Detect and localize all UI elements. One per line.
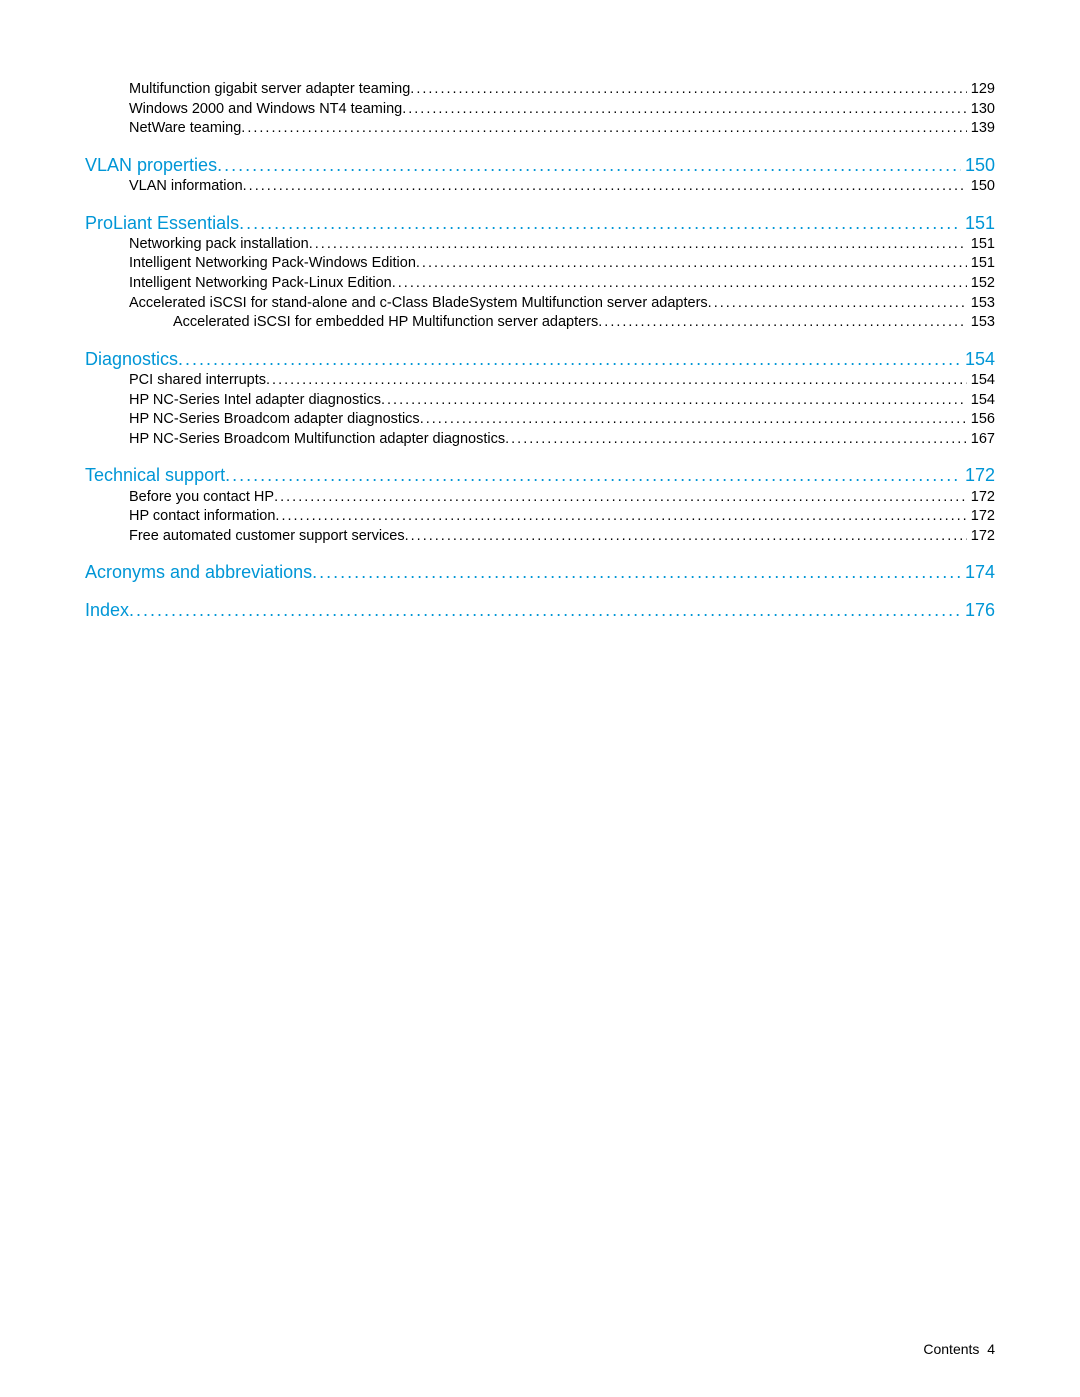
toc-page-number: 154: [961, 347, 995, 371]
toc-leader-dots: [420, 410, 967, 430]
toc-label: VLAN properties: [85, 153, 217, 177]
toc-page-number: 172: [967, 527, 995, 547]
toc-heading[interactable]: Diagnostics 154: [85, 347, 995, 371]
toc-page-number: 151: [967, 235, 995, 255]
toc-leader-dots: [217, 153, 961, 177]
toc-leader-dots: [225, 463, 961, 487]
toc-leader-dots: [392, 274, 967, 294]
toc-label: Free automated customer support services: [129, 527, 405, 547]
footer-page-number: 4: [987, 1341, 995, 1357]
toc-entry: HP NC-Series Intel adapter diagnostics 15…: [129, 391, 995, 411]
toc-page: Multifunction gigabit server adapter tea…: [0, 0, 1080, 1397]
toc-page-number: 154: [967, 391, 995, 411]
toc-entry: Networking pack installation 151: [129, 235, 995, 255]
toc-entry: PCI shared interrupts 154: [129, 371, 995, 391]
toc-leader-dots: [402, 100, 967, 120]
toc-entry: Before you contact HP 172: [129, 488, 995, 508]
toc-leader-dots: [505, 430, 967, 450]
toc-entry: HP NC-Series Broadcom Multifunction adap…: [129, 430, 995, 450]
toc-page-number: 154: [967, 371, 995, 391]
toc-heading[interactable]: Index 176: [85, 598, 995, 622]
toc-page-number: 151: [967, 254, 995, 274]
section-gap: [85, 584, 995, 598]
toc-page-number: 172: [967, 488, 995, 508]
toc-page-number: 152: [967, 274, 995, 294]
page-footer: Contents 4: [923, 1341, 995, 1357]
toc-label: Accelerated iSCSI for embedded HP Multif…: [173, 313, 598, 333]
toc-page-number: 176: [961, 598, 995, 622]
toc-heading[interactable]: Technical support 172: [85, 463, 995, 487]
toc-label: Diagnostics: [85, 347, 178, 371]
toc-page-number: 167: [967, 430, 995, 450]
toc-page-number: 172: [961, 463, 995, 487]
toc-entry: Accelerated iSCSI for embedded HP Multif…: [173, 313, 995, 333]
toc-label: ProLiant Essentials: [85, 211, 239, 235]
section-gap: [85, 197, 995, 211]
toc-page-number: 153: [967, 313, 995, 333]
toc-label: Intelligent Networking Pack-Linux Editio…: [129, 274, 392, 294]
toc-page-number: 139: [967, 119, 995, 139]
toc-label: Windows 2000 and Windows NT4 teaming: [129, 100, 402, 120]
toc-leader-dots: [275, 507, 966, 527]
toc-page-number: 129: [967, 80, 995, 100]
toc-entry: Multifunction gigabit server adapter tea…: [129, 80, 995, 100]
toc-entry: VLAN information 150: [129, 177, 995, 197]
toc-heading[interactable]: Acronyms and abbreviations 174: [85, 560, 995, 584]
toc-label: Index: [85, 598, 129, 622]
section-gap: [85, 546, 995, 560]
toc-label: Intelligent Networking Pack-Windows Edit…: [129, 254, 416, 274]
toc-page-number: 174: [961, 560, 995, 584]
section-gap: [85, 333, 995, 347]
toc-entry: HP NC-Series Broadcom adapter diagnostic…: [129, 410, 995, 430]
toc-label: Networking pack installation: [129, 235, 309, 255]
toc-entry: Intelligent Networking Pack-Linux Editio…: [129, 274, 995, 294]
section-gap: [85, 139, 995, 153]
footer-label: Contents: [923, 1341, 979, 1357]
toc-label: Acronyms and abbreviations: [85, 560, 312, 584]
toc-leader-dots: [410, 80, 967, 100]
toc-leader-dots: [381, 391, 967, 411]
toc-label: HP NC-Series Intel adapter diagnostics: [129, 391, 381, 411]
section-gap: [85, 449, 995, 463]
toc-label: NetWare teaming: [129, 119, 241, 139]
toc-leader-dots: [309, 235, 967, 255]
toc-heading[interactable]: VLAN properties 150: [85, 153, 995, 177]
toc-entry: HP contact information 172: [129, 507, 995, 527]
toc-heading[interactable]: ProLiant Essentials 151: [85, 211, 995, 235]
toc-entry: Accelerated iSCSI for stand-alone and c-…: [129, 294, 995, 314]
toc-leader-dots: [708, 294, 967, 314]
toc-label: Technical support: [85, 463, 225, 487]
toc-leader-dots: [274, 488, 967, 508]
toc-leader-dots: [178, 347, 961, 371]
toc-leader-dots: [129, 598, 961, 622]
toc-label: VLAN information: [129, 177, 243, 197]
toc-leader-dots: [266, 371, 967, 391]
toc-label: Accelerated iSCSI for stand-alone and c-…: [129, 294, 708, 314]
toc-entry: Intelligent Networking Pack-Windows Edit…: [129, 254, 995, 274]
toc-leader-dots: [405, 527, 967, 547]
toc-page-number: 156: [967, 410, 995, 430]
toc-label: PCI shared interrupts: [129, 371, 266, 391]
toc-page-number: 150: [967, 177, 995, 197]
toc-leader-dots: [239, 211, 961, 235]
toc-page-number: 153: [967, 294, 995, 314]
toc-label: HP NC-Series Broadcom Multifunction adap…: [129, 430, 505, 450]
toc-label: Before you contact HP: [129, 488, 274, 508]
toc-label: HP contact information: [129, 507, 275, 527]
toc-label: Multifunction gigabit server adapter tea…: [129, 80, 410, 100]
toc-page-number: 150: [961, 153, 995, 177]
toc-leader-dots: [598, 313, 967, 333]
toc-container: Multifunction gigabit server adapter tea…: [85, 80, 995, 623]
toc-entry: Windows 2000 and Windows NT4 teaming 130: [129, 100, 995, 120]
toc-entry: Free automated customer support services…: [129, 527, 995, 547]
toc-page-number: 151: [961, 211, 995, 235]
toc-leader-dots: [243, 177, 967, 197]
toc-page-number: 172: [967, 507, 995, 527]
toc-label: HP NC-Series Broadcom adapter diagnostic…: [129, 410, 420, 430]
toc-entry: NetWare teaming 139: [129, 119, 995, 139]
toc-leader-dots: [312, 560, 961, 584]
toc-leader-dots: [241, 119, 967, 139]
toc-page-number: 130: [967, 100, 995, 120]
toc-leader-dots: [416, 254, 967, 274]
